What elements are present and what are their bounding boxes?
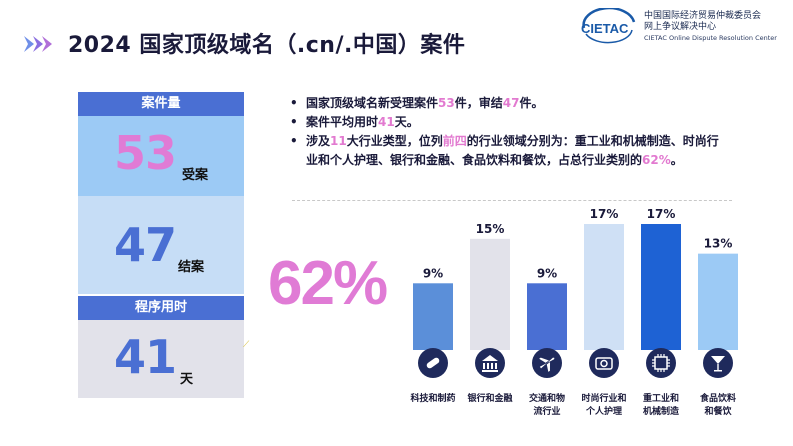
camera-icon <box>589 348 619 378</box>
category-label-5: 重工业和 <box>643 392 679 404</box>
bar-value-label-6: 13% <box>704 237 733 251</box>
bar-1 <box>413 283 453 350</box>
pill-shape <box>426 357 440 369</box>
category-label-6: 和餐饮 <box>703 405 732 417</box>
bar-value-label-3: 9% <box>537 266 557 280</box>
bank-building-icon <box>475 348 505 378</box>
chip-icon-circle <box>646 348 676 378</box>
category-label-1: 科技和制药 <box>410 392 455 404</box>
cietac-logo: CIETAC 中国国际经济贸易仲裁委员会 网上争议解决中心 CIETAC Onl… <box>578 6 790 50</box>
filed-cases-box: 53 受案 <box>78 116 244 196</box>
category-label-4: 个人护理 <box>585 405 622 417</box>
procedure-time-header: 程序用时 <box>78 296 244 320</box>
camera-body <box>595 357 613 370</box>
cocktail-shape <box>711 356 725 372</box>
chip-icon <box>646 348 676 378</box>
airplane-icon <box>532 348 562 378</box>
bar-value-label-4: 17% <box>590 207 619 221</box>
category-label-4: 时尚行业和 <box>581 392 626 404</box>
bullet-average-time: 案件平均用时41天。 <box>288 113 728 132</box>
title-arrows-icon <box>24 36 52 52</box>
closed-cases-number: 47 <box>114 218 177 272</box>
case-volume-header: 案件量 <box>78 92 244 116</box>
bullet-industries: 涉及11大行业类型，位列前四的行业领域分别为：重工业和机械制造、时尚行业和个人护… <box>288 132 728 170</box>
bullet-filed-closed: 国家顶级域名新受理案件53件，审结47件。 <box>288 94 728 113</box>
pill-icon <box>418 348 448 378</box>
procedure-time-number: 41 <box>114 330 177 384</box>
bar-value-label-1: 9% <box>423 266 443 280</box>
plane-shape <box>539 357 555 372</box>
chip-pins <box>652 354 670 372</box>
category-label-2: 银行和金融 <box>467 392 512 404</box>
bar-2 <box>470 238 510 350</box>
category-label-5: 机械制造 <box>643 405 680 417</box>
logo-line3: CIETAC Online Dispute Resolution Center <box>644 34 777 42</box>
category-label-6: 食品饮料 <box>699 392 736 404</box>
category-label-3: 流行业 <box>533 405 560 417</box>
logo-abbr: CIETAC <box>581 21 629 36</box>
page-title: 2024 国家顶级域名（.cn/.中国）案件 <box>68 33 466 58</box>
bar-6 <box>698 253 738 350</box>
bar-3 <box>527 283 567 350</box>
dashed-divider <box>292 200 732 201</box>
camera-lens <box>600 359 608 368</box>
bar-4 <box>584 224 624 350</box>
bar-value-label-5: 17% <box>647 207 676 221</box>
summary-bullets: 国家顶级域名新受理案件53件，审结47件。 案件平均用时41天。 涉及11大行业… <box>288 94 728 170</box>
bank-building-icon-circle <box>475 348 505 378</box>
closed-cases-unit: 结案 <box>178 260 205 275</box>
procedure-time-unit: 天 <box>180 372 194 387</box>
camera-icon-circle <box>589 348 619 378</box>
cietac-logo-icon: CIETAC <box>581 8 636 44</box>
big-percent: 62% <box>268 249 388 318</box>
category-label-3: 交通和物 <box>529 392 565 404</box>
procedure-time-box: 41 天 <box>78 320 244 398</box>
logo-line1: 中国国际经济贸易仲裁委员会 <box>644 11 762 21</box>
bank-shape <box>482 355 498 372</box>
logo-line2: 网上争议解决中心 <box>644 22 717 32</box>
filed-cases-unit: 受案 <box>182 168 209 183</box>
cocktail-icon <box>703 348 733 378</box>
closed-cases-box: 47 结案 <box>78 196 244 294</box>
bar-value-label-2: 15% <box>476 222 505 236</box>
filed-cases-number: 53 <box>114 126 177 180</box>
decorative-sparkle-icon: ⟋ <box>243 340 250 350</box>
bar-5 <box>641 224 681 350</box>
